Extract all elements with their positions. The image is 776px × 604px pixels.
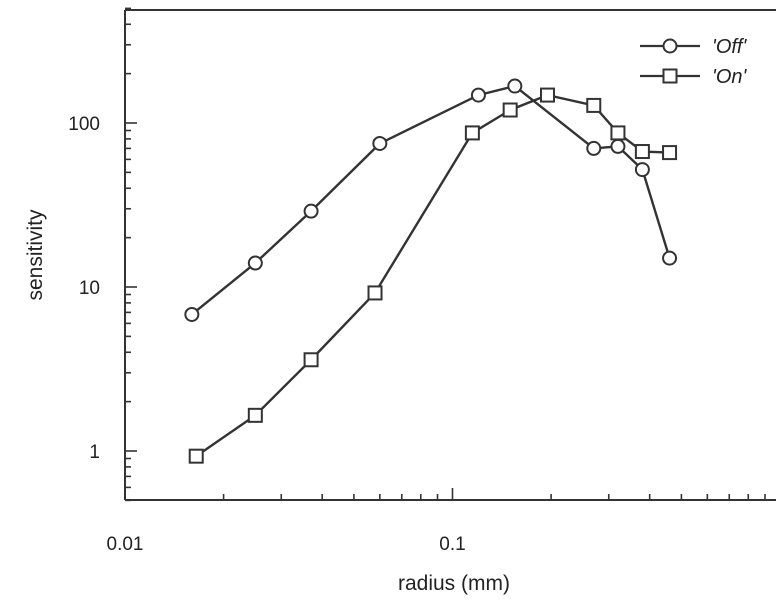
data-point-circle bbox=[586, 140, 602, 156]
data-point-square bbox=[247, 407, 263, 423]
legend-item: 'On' bbox=[640, 66, 747, 88]
data-point-circle bbox=[507, 78, 523, 94]
y-tick-label: 1 bbox=[89, 442, 100, 463]
data-point-circle bbox=[634, 162, 650, 178]
data-point-square bbox=[303, 352, 319, 368]
data-point-square bbox=[539, 87, 555, 103]
axes: 0.01 0.1 1 10 100 bbox=[68, 7, 776, 555]
x-tick-label: 0.1 bbox=[439, 534, 465, 555]
series-line bbox=[191, 84, 671, 316]
legend-label: 'Off' bbox=[712, 36, 747, 58]
data-point-circle bbox=[470, 87, 486, 103]
x-axis-label: radius (mm) bbox=[398, 572, 510, 595]
series-layer bbox=[184, 78, 678, 464]
y-tick-label: 100 bbox=[68, 114, 100, 135]
data-point-square bbox=[586, 97, 602, 113]
data-point-square bbox=[464, 125, 480, 141]
data-point-square bbox=[634, 144, 650, 160]
x-tick-label: 0.01 bbox=[107, 534, 144, 555]
legend-marker-square bbox=[662, 68, 678, 84]
series-1 bbox=[188, 87, 678, 464]
y-tick-label: 10 bbox=[79, 278, 100, 299]
legend-marker-circle bbox=[662, 38, 678, 54]
data-point-square bbox=[367, 285, 383, 301]
data-point-square bbox=[188, 448, 204, 464]
data-point-square bbox=[662, 145, 678, 161]
legend-item: 'Off' bbox=[640, 36, 747, 58]
data-point-square bbox=[610, 125, 626, 141]
data-point-circle bbox=[303, 203, 319, 219]
data-point-circle bbox=[247, 255, 263, 271]
data-point-square bbox=[502, 102, 518, 118]
data-point-circle bbox=[184, 306, 200, 322]
data-point-circle bbox=[662, 250, 678, 266]
data-point-circle bbox=[372, 135, 388, 151]
series-0 bbox=[184, 78, 678, 322]
legend: 'Off' 'On' bbox=[640, 36, 747, 88]
data-point-circle bbox=[610, 138, 626, 154]
legend-label: 'On' bbox=[712, 66, 747, 88]
y-axis-label: sensitivity bbox=[24, 209, 47, 301]
